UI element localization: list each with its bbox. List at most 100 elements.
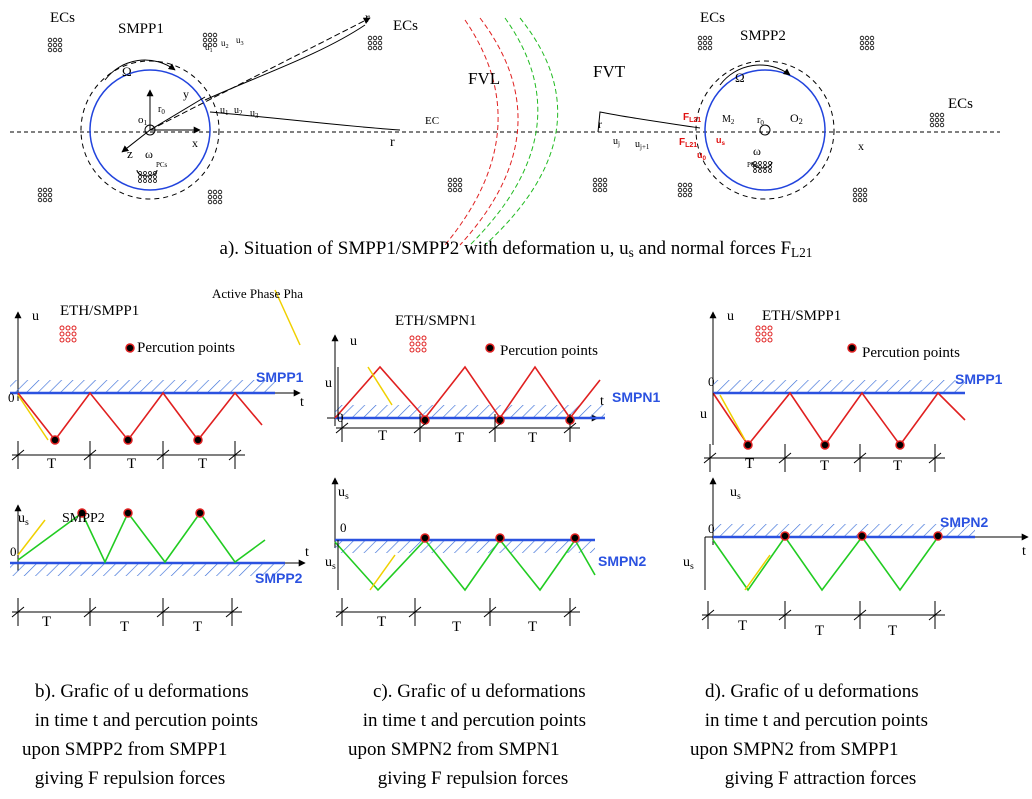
caption: b). Grafic of u deformations	[35, 681, 249, 702]
ec-dot	[859, 40, 865, 46]
text-part: y	[183, 87, 189, 101]
period-slash	[563, 422, 577, 434]
label: Ω	[122, 64, 132, 79]
period-slash	[335, 422, 349, 434]
ec-dot	[597, 182, 603, 188]
text-part: u	[234, 105, 239, 116]
label: u	[727, 309, 734, 324]
label: Ω	[735, 70, 745, 85]
period-slash	[11, 606, 25, 618]
text-part: u	[700, 407, 707, 422]
red-dot	[761, 325, 767, 331]
red-dot	[767, 337, 773, 343]
ec-dot	[602, 187, 608, 193]
subscript: L21	[791, 245, 812, 260]
text-part: O	[790, 111, 799, 125]
ec-dot	[702, 35, 708, 41]
pc-dot	[148, 175, 152, 179]
label: SMPP2	[740, 28, 786, 44]
ec-dot	[852, 192, 858, 198]
ec-dot	[869, 45, 875, 51]
ec-dot	[862, 197, 868, 203]
text-part: T	[42, 614, 51, 630]
text-part: ECs	[948, 96, 973, 112]
label: T	[815, 623, 824, 639]
ec-dot	[707, 40, 713, 46]
period-slash	[83, 606, 97, 618]
label: t	[1022, 544, 1026, 559]
label: u0	[697, 150, 707, 162]
text-part: r	[365, 11, 370, 26]
red-dot	[65, 325, 71, 331]
ec-dot	[367, 45, 373, 51]
label: y	[183, 87, 189, 101]
ec-dot	[377, 45, 383, 51]
label: u3	[236, 35, 244, 47]
ec-dot	[869, 35, 875, 41]
period-slash	[225, 606, 239, 618]
text-part: u	[716, 135, 722, 145]
label: r0	[158, 104, 165, 116]
hatch	[335, 540, 595, 553]
ec-clusters	[37, 32, 945, 353]
ec-dot	[42, 187, 48, 193]
red-dot	[761, 331, 767, 337]
label: 0	[708, 521, 715, 536]
label: us	[18, 511, 29, 528]
percution-point	[125, 343, 135, 353]
ec-dot	[602, 177, 608, 183]
ec-dot	[447, 187, 453, 193]
text-part: u	[613, 136, 618, 147]
hatch	[10, 380, 275, 393]
period-slash	[778, 452, 792, 464]
label: M2	[722, 114, 735, 126]
subscript: s	[25, 517, 29, 528]
deformation	[334, 538, 596, 592]
label: SMPN2	[598, 553, 646, 569]
ec-dot	[212, 199, 218, 205]
pc-dot	[143, 171, 147, 175]
period-slash	[228, 449, 242, 461]
red-dot	[65, 331, 71, 337]
label: Percution points	[862, 345, 960, 361]
ec-dot	[447, 177, 453, 183]
deformation	[17, 511, 266, 564]
ec-dot	[372, 45, 378, 51]
text-part: T	[377, 614, 386, 630]
ec-dot	[687, 182, 693, 188]
label: r0	[757, 115, 764, 127]
text-part: T	[455, 430, 464, 446]
percution-point	[820, 440, 830, 450]
panel-a	[10, 17, 1000, 246]
percution-point	[495, 415, 505, 425]
ec-dot	[207, 199, 213, 205]
ec-dot	[42, 192, 48, 198]
text-part: SMPP2	[740, 28, 786, 44]
pc-dot	[153, 179, 157, 183]
label: SMPP2	[255, 570, 303, 586]
subscript: j+1	[639, 143, 650, 151]
label: r	[598, 117, 602, 131]
caption-a: a). Situation of SMPP1/SMPP2 with deform…	[220, 238, 813, 260]
text-part: T	[127, 456, 136, 472]
ec-dot	[864, 45, 870, 51]
label: uj	[613, 136, 620, 148]
text-part: Percution points	[862, 345, 960, 361]
ec-dot	[217, 189, 223, 195]
caption: giving F attraction forces	[720, 768, 916, 789]
text-part: SMPP1	[955, 371, 1003, 387]
label: SMPP1	[256, 369, 304, 385]
ec-dot	[457, 182, 463, 188]
pc-dot	[138, 171, 142, 175]
ec-dot	[939, 122, 945, 128]
label: Percution points	[137, 340, 235, 356]
ec-dot	[447, 182, 453, 188]
caption: c). Grafic of u deformations	[373, 681, 586, 702]
percution-point	[485, 343, 495, 353]
graphs	[10, 289, 1029, 629]
pc-dot	[758, 169, 762, 173]
red-dot	[421, 335, 427, 341]
text-part: T	[893, 458, 902, 474]
caption: upon SMPN2 from SMPN1	[348, 739, 560, 760]
ec-dot	[377, 40, 383, 46]
